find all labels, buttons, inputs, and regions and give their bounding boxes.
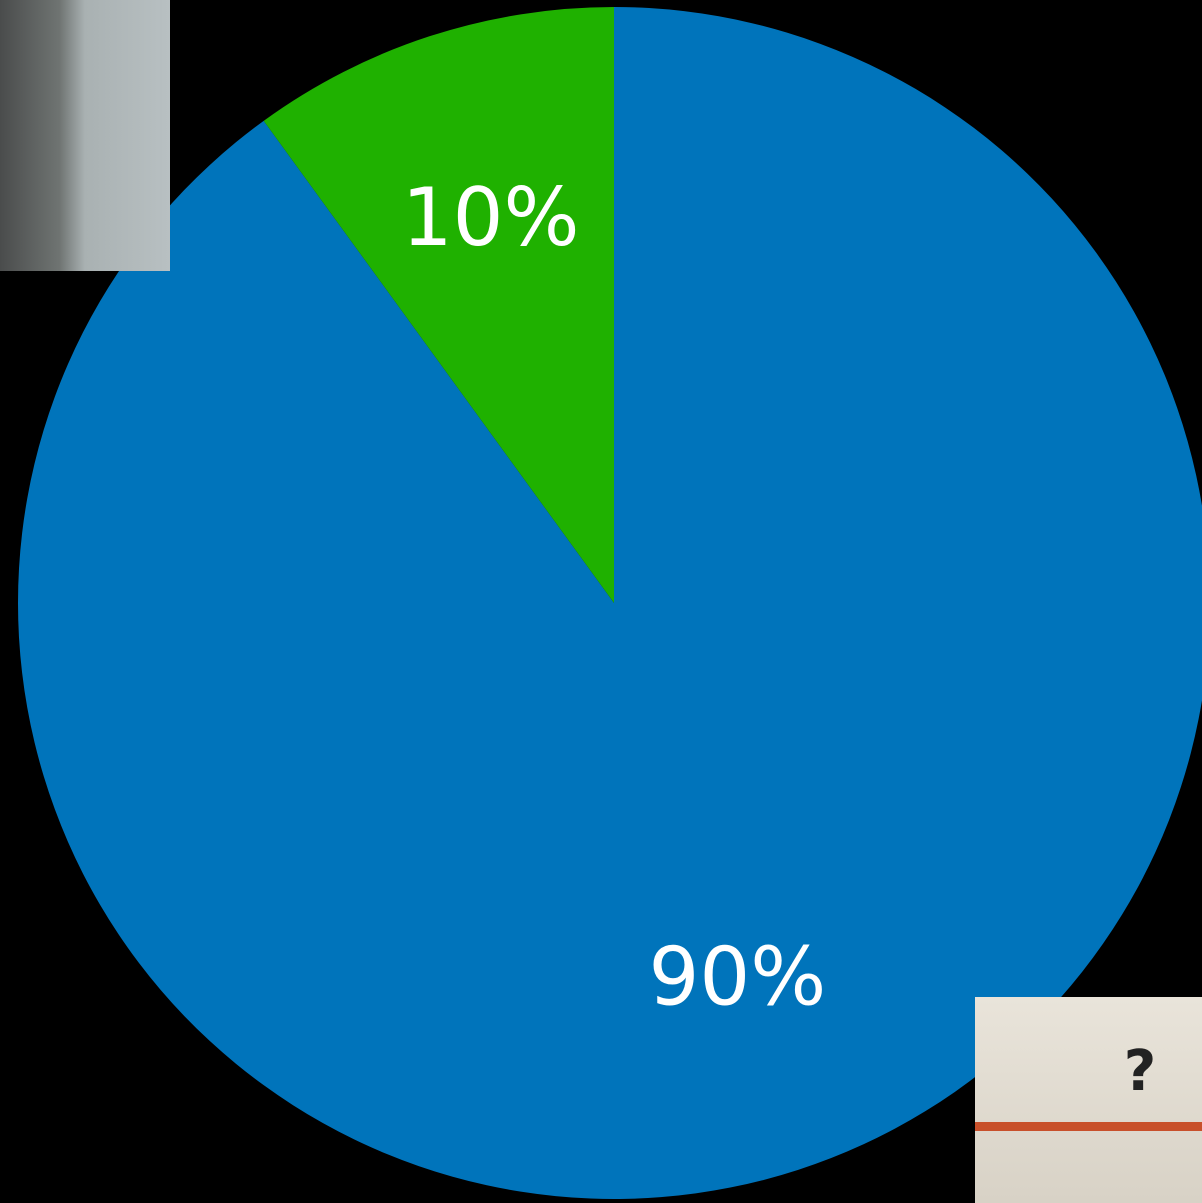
inset-photo-top-left	[0, 0, 170, 271]
photo	[975, 997, 1202, 1203]
pie-slice	[18, 7, 1202, 1199]
photo-text: ?	[1124, 1039, 1156, 1104]
pie	[18, 7, 1202, 1199]
slice-label: 10%	[402, 171, 580, 264]
inset-photo-bottom-right: ?	[975, 997, 1202, 1203]
pie-labels: 90% 10%	[402, 171, 827, 1024]
slice-label: 90%	[648, 931, 826, 1024]
photo	[0, 0, 170, 271]
pie-slice	[263, 7, 614, 603]
photo-line	[975, 1122, 1202, 1131]
